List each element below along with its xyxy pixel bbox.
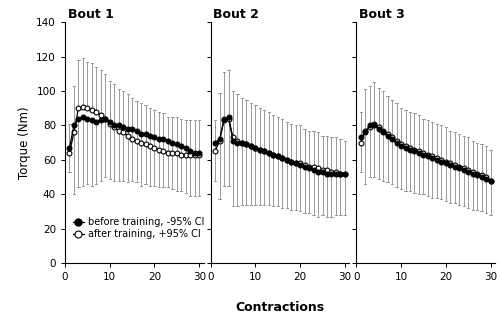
Text: Contractions: Contractions: [236, 301, 324, 314]
Y-axis label: Torque (Nm): Torque (Nm): [18, 106, 30, 179]
Legend: before training, -95% CI, after training, +95% CI: before training, -95% CI, after training…: [72, 217, 204, 239]
Text: Bout 2: Bout 2: [214, 8, 260, 21]
Text: Bout 3: Bout 3: [359, 8, 405, 21]
Text: Bout 1: Bout 1: [68, 8, 114, 21]
